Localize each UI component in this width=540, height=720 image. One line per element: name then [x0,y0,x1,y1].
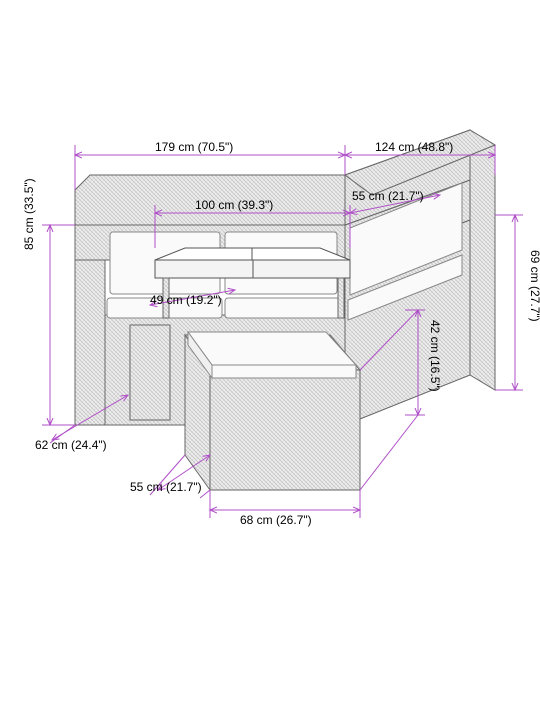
dim-68: 68 cm (26.7") [240,513,312,527]
dim-85: 85 cm (33.5") [22,178,36,250]
dim-69: 69 cm (27.7") [528,250,540,322]
furniture-drawing [0,0,540,720]
dim-62: 62 cm (24.4") [35,438,107,452]
diagram-container: 179 cm (70.5") 124 cm (48.8") 100 cm (39… [0,0,540,720]
dim-100: 100 cm (39.3") [195,198,273,212]
dim-49: 49 cm (19.2") [150,293,222,307]
dim-55-top: 55 cm (21.7") [352,189,424,203]
dim-124: 124 cm (48.8") [375,140,453,154]
ottoman [185,332,360,490]
dim-55: 55 cm (21.7") [130,480,202,494]
dim-179: 179 cm (70.5") [155,140,233,154]
sofa-base-front-left [130,325,170,420]
dim-42: 42 cm (16.5") [428,320,442,392]
